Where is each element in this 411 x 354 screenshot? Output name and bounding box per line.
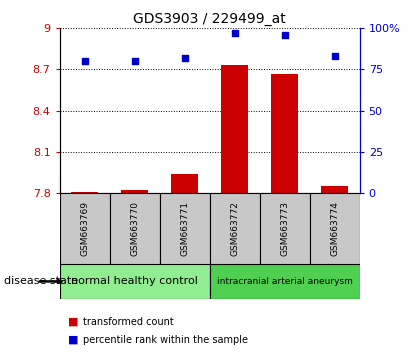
Bar — [271, 74, 298, 193]
Text: normal healthy control: normal healthy control — [71, 276, 198, 286]
Text: percentile rank within the sample: percentile rank within the sample — [83, 335, 248, 345]
Text: GSM663774: GSM663774 — [330, 201, 339, 256]
Text: intracranial arterial aneurysm: intracranial arterial aneurysm — [217, 277, 353, 286]
Point — [181, 55, 188, 61]
Point — [331, 53, 338, 59]
Text: GSM663769: GSM663769 — [80, 201, 89, 256]
Text: GSM663771: GSM663771 — [180, 201, 189, 256]
Bar — [221, 65, 248, 193]
Bar — [60, 193, 110, 264]
Bar — [210, 264, 360, 299]
Text: GSM663772: GSM663772 — [230, 201, 239, 256]
Title: GDS3903 / 229499_at: GDS3903 / 229499_at — [133, 12, 286, 26]
Bar — [309, 193, 360, 264]
Text: transformed count: transformed count — [83, 317, 174, 327]
Text: ■: ■ — [68, 317, 79, 327]
Bar — [159, 193, 210, 264]
Point — [81, 58, 88, 64]
Text: GSM663773: GSM663773 — [280, 201, 289, 256]
Text: GSM663770: GSM663770 — [130, 201, 139, 256]
Bar — [260, 193, 309, 264]
Bar — [210, 193, 260, 264]
Text: disease state: disease state — [4, 276, 78, 286]
Bar — [321, 186, 349, 193]
Bar — [60, 264, 210, 299]
Bar — [71, 192, 98, 193]
Text: ■: ■ — [68, 335, 79, 345]
Bar — [171, 174, 199, 193]
Bar — [110, 193, 159, 264]
Point — [132, 58, 138, 64]
Bar — [121, 190, 148, 193]
Point — [231, 30, 238, 36]
Point — [281, 32, 288, 38]
